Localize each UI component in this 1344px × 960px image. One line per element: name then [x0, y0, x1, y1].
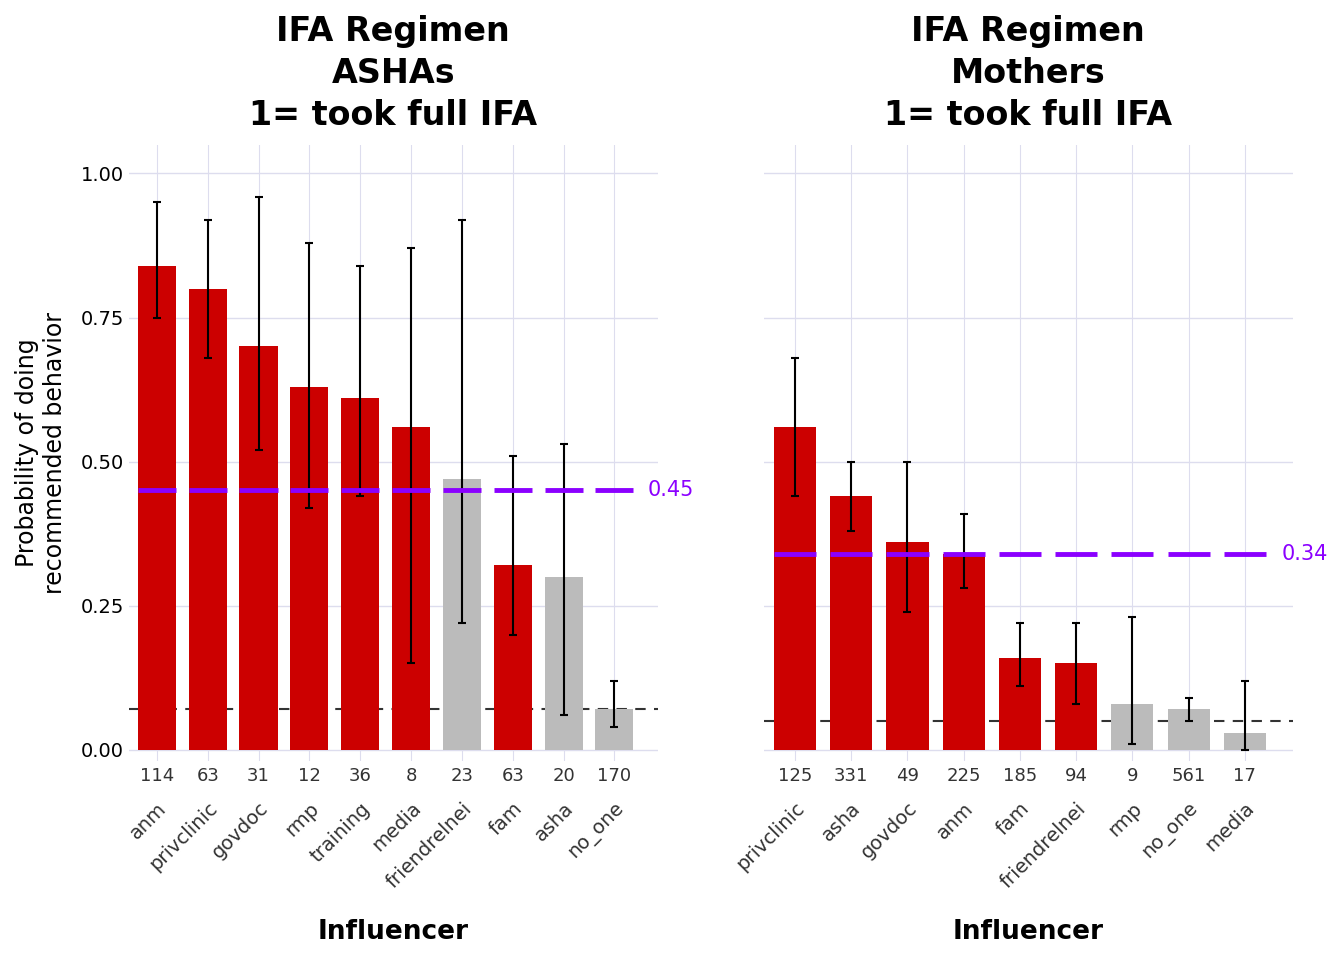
Text: asha: asha: [818, 799, 864, 845]
Text: no_one: no_one: [564, 799, 628, 862]
Bar: [886, 542, 929, 750]
Title: IFA Regimen
Mothers
1= took full IFA: IFA Regimen Mothers 1= took full IFA: [884, 15, 1172, 132]
Bar: [341, 398, 379, 750]
Text: anm: anm: [126, 799, 171, 843]
Text: training: training: [306, 799, 374, 866]
Bar: [544, 577, 583, 750]
Bar: [774, 427, 816, 750]
Text: friendrelnei: friendrelnei: [997, 799, 1090, 892]
Text: 63: 63: [196, 767, 219, 785]
Text: media: media: [368, 799, 425, 855]
Y-axis label: Probability of doing
recommended behavior: Probability of doing recommended behavio…: [15, 312, 67, 594]
Text: privclinic: privclinic: [732, 799, 808, 875]
Text: 0.45: 0.45: [648, 480, 694, 500]
Text: friendrelnei: friendrelnei: [383, 799, 476, 892]
Bar: [444, 479, 481, 750]
Text: media: media: [1202, 799, 1258, 855]
Bar: [942, 554, 985, 750]
Text: 9: 9: [1126, 767, 1138, 785]
Text: 561: 561: [1172, 767, 1206, 785]
Text: privclinic: privclinic: [145, 799, 222, 875]
Text: govdoc: govdoc: [208, 799, 271, 862]
Text: 36: 36: [349, 767, 372, 785]
Bar: [290, 387, 328, 750]
Text: 125: 125: [778, 767, 812, 785]
Text: anm: anm: [933, 799, 977, 843]
Text: 331: 331: [835, 767, 868, 785]
Bar: [239, 347, 278, 750]
Text: govdoc: govdoc: [857, 799, 921, 862]
Bar: [1224, 732, 1266, 750]
Text: no_one: no_one: [1138, 799, 1202, 862]
Text: 114: 114: [140, 767, 173, 785]
Text: 94: 94: [1064, 767, 1087, 785]
Text: rmp: rmp: [1105, 799, 1146, 840]
Bar: [392, 427, 430, 750]
Bar: [1111, 704, 1153, 750]
Text: 185: 185: [1003, 767, 1038, 785]
Text: 20: 20: [552, 767, 575, 785]
Text: 225: 225: [946, 767, 981, 785]
Bar: [595, 709, 633, 750]
Text: asha: asha: [531, 799, 577, 845]
Text: 170: 170: [597, 767, 632, 785]
Text: fam: fam: [993, 799, 1034, 839]
Text: 49: 49: [896, 767, 919, 785]
Text: 8: 8: [406, 767, 417, 785]
Title: IFA Regimen
ASHAs
1= took full IFA: IFA Regimen ASHAs 1= took full IFA: [249, 15, 538, 132]
Text: 63: 63: [501, 767, 524, 785]
Text: 0.34: 0.34: [1281, 544, 1328, 564]
X-axis label: Influencer: Influencer: [953, 919, 1103, 945]
Text: rmp: rmp: [282, 799, 323, 840]
Bar: [831, 496, 872, 750]
X-axis label: Influencer: Influencer: [317, 919, 469, 945]
Text: 17: 17: [1234, 767, 1257, 785]
Text: 23: 23: [450, 767, 473, 785]
Text: 31: 31: [247, 767, 270, 785]
Bar: [1055, 663, 1097, 750]
Text: 12: 12: [298, 767, 321, 785]
Text: fam: fam: [487, 799, 527, 839]
Bar: [1168, 709, 1210, 750]
Bar: [493, 565, 532, 750]
Bar: [999, 658, 1042, 750]
Bar: [138, 266, 176, 750]
Bar: [188, 289, 227, 750]
